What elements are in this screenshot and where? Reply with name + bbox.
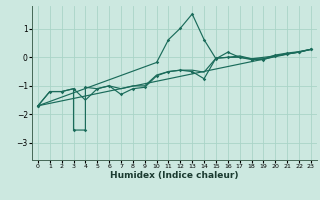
X-axis label: Humidex (Indice chaleur): Humidex (Indice chaleur) [110,171,239,180]
